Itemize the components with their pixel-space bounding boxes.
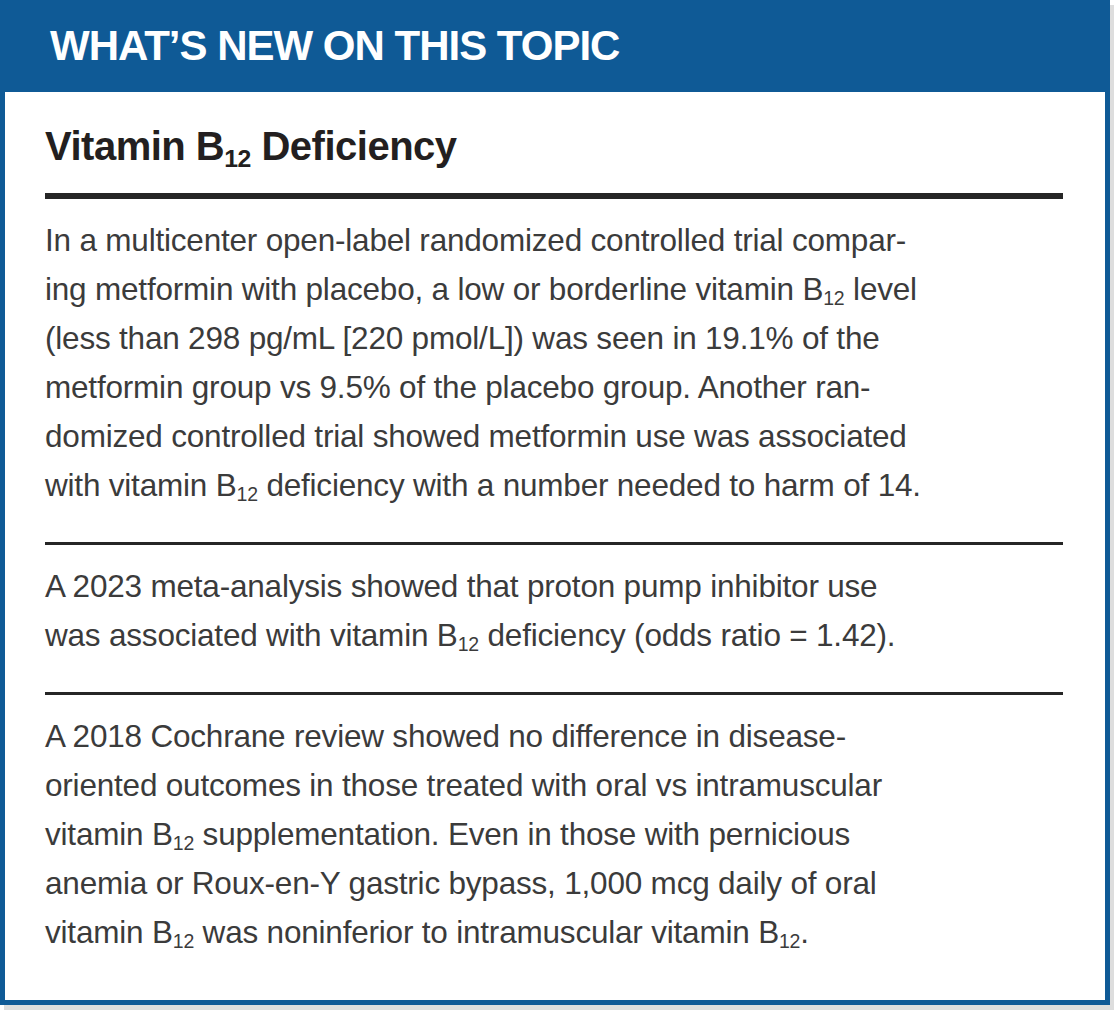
article-content: Vitamin B12 Deficiency In a multicenter … bbox=[5, 124, 1105, 957]
topic-banner: WHAT’S NEW ON THIS TOPIC bbox=[5, 0, 1105, 92]
banner-title: WHAT’S NEW ON THIS TOPIC bbox=[50, 22, 619, 70]
text-line: A 2023 meta-analysis showed that proton … bbox=[45, 562, 1063, 611]
paragraph-divider bbox=[45, 692, 1063, 695]
article-heading: Vitamin B12 Deficiency bbox=[45, 124, 1063, 169]
article-body: In a multicenter open-label randomized c… bbox=[45, 216, 1063, 957]
text-line: metformin group vs 9.5% of the placebo g… bbox=[45, 363, 1063, 412]
paragraph: A 2018 Cochrane review showed no differe… bbox=[45, 712, 1063, 957]
text-line: A 2018 Cochrane review showed no differe… bbox=[45, 712, 1063, 761]
text-line: vitamin B12 supplementation. Even in tho… bbox=[45, 810, 1063, 859]
whats-new-box: WHAT’S NEW ON THIS TOPIC Vitamin B12 Def… bbox=[0, 0, 1110, 1005]
paragraph: A 2023 meta-analysis showed that proton … bbox=[45, 562, 1063, 660]
text-line: (less than 298 pg/mL [220 pmol/L]) was s… bbox=[45, 314, 1063, 363]
text-line: was associated with vitamin B12 deficien… bbox=[45, 611, 1063, 660]
paragraph-divider bbox=[45, 542, 1063, 545]
heading-divider bbox=[45, 193, 1063, 199]
text-line: oriented outcomes in those treated with … bbox=[45, 761, 1063, 810]
text-line: domized controlled trial showed metformi… bbox=[45, 412, 1063, 461]
text-line: with vitamin B12 deficiency with a numbe… bbox=[45, 461, 1063, 510]
paragraph: In a multicenter open-label randomized c… bbox=[45, 216, 1063, 510]
text-line: In a multicenter open-label randomized c… bbox=[45, 216, 1063, 265]
text-line: vitamin B12 was noninferior to intramusc… bbox=[45, 908, 1063, 957]
text-line: anemia or Roux-en-Y gastric bypass, 1,00… bbox=[45, 859, 1063, 908]
text-line: ing metformin with placebo, a low or bor… bbox=[45, 265, 1063, 314]
